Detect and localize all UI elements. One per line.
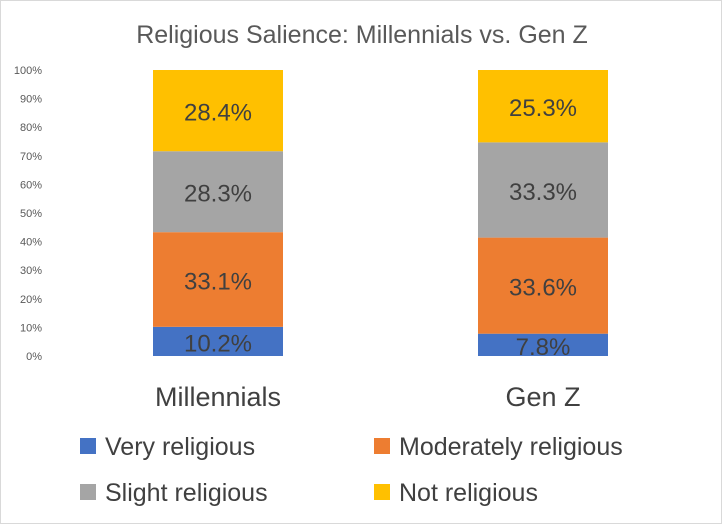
bar-segment <box>153 326 283 356</box>
chart-title: Religious Salience: Millennials vs. Gen … <box>136 21 588 49</box>
data-label: 25.3% <box>509 95 577 122</box>
legend-label: Moderately religious <box>399 433 623 461</box>
legend-swatch <box>80 438 96 454</box>
data-label: 7.8% <box>516 334 571 361</box>
y-tick-label: 20% <box>20 294 42 306</box>
legend-label: Slight religious <box>105 479 268 507</box>
y-tick-label: 80% <box>20 122 42 134</box>
legend-label: Not religious <box>399 479 538 507</box>
bar-segment <box>478 142 608 238</box>
bar-segment <box>153 70 283 152</box>
legend: Very religious Moderately religious Slight… <box>80 433 623 507</box>
y-tick-label: 90% <box>20 94 42 106</box>
y-tick-label: 60% <box>20 179 42 191</box>
y-tick-label: 40% <box>20 237 42 249</box>
bar-segment <box>153 151 283 233</box>
y-tick-label: 10% <box>20 322 42 334</box>
y-tick-label: 100% <box>14 65 42 77</box>
legend-swatch <box>374 484 390 500</box>
y-tick-label: 30% <box>20 265 42 277</box>
data-label: 28.4% <box>184 100 252 127</box>
legend-item: Very religious <box>80 433 255 461</box>
x-category-label: Gen Z <box>505 382 580 412</box>
legend-item: Moderately religious <box>374 433 623 461</box>
bar-segment <box>478 237 608 334</box>
y-tick-label: 50% <box>20 208 42 220</box>
x-category-label: Millennials <box>155 382 281 412</box>
y-axis: 0% 10% 20% 30% 40% 50% 60% 70% 80% 90% 100% <box>14 65 42 363</box>
bar-segment <box>478 333 608 356</box>
data-label: 33.1% <box>184 268 252 295</box>
y-tick-label: 70% <box>20 151 42 163</box>
legend-label: Very religious <box>105 433 255 461</box>
legend-swatch <box>80 484 96 500</box>
bars <box>153 70 608 356</box>
x-axis-categories: Millennials Gen Z <box>155 382 581 412</box>
legend-item: Slight religious <box>80 479 268 507</box>
data-label: 33.3% <box>509 179 577 206</box>
legend-item: Not religious <box>374 479 538 507</box>
y-tick-label: 0% <box>26 351 42 363</box>
data-label: 28.3% <box>184 181 252 208</box>
bar-segment <box>153 232 283 327</box>
data-labels: 10.2% 33.1% 28.3% 28.4% 7.8% 33.6% 33.3% 25.3% <box>184 95 577 361</box>
legend-swatch <box>374 438 390 454</box>
data-label: 33.6% <box>509 275 577 302</box>
bar-segment <box>478 70 608 143</box>
data-label: 10.2% <box>184 330 252 357</box>
